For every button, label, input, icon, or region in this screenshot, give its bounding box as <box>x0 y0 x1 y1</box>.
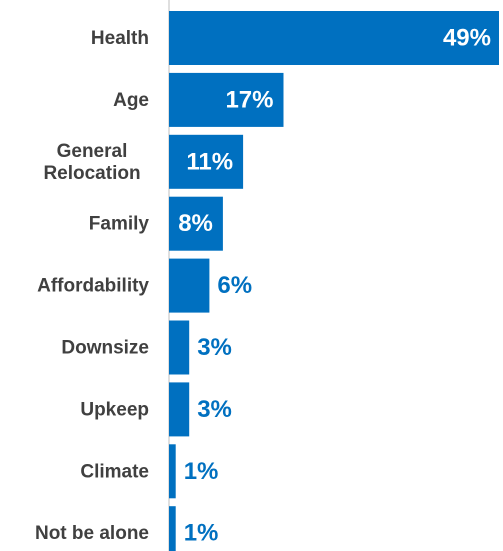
bar <box>169 134 244 189</box>
category-label: General Relocation <box>43 140 140 183</box>
category-label: Family <box>89 213 150 234</box>
bar <box>169 320 190 375</box>
category-label: Climate <box>80 461 149 482</box>
category-labels: Health Age General Relocation Family Affordab… <box>35 28 149 544</box>
value-labels: 49% 17% 11% 8% 6% 3% 3% 1% 1% <box>178 25 491 547</box>
bar <box>169 196 223 251</box>
value-label: 6% <box>217 272 252 299</box>
value-label: 1% <box>184 458 219 485</box>
bar <box>169 72 284 127</box>
category-label: Affordability <box>37 275 149 296</box>
bar <box>169 506 176 551</box>
bar <box>169 444 176 499</box>
bar <box>169 382 190 437</box>
category-label: Health <box>91 28 149 49</box>
category-label: Age <box>113 89 149 110</box>
category-label: Not be alone <box>35 523 149 544</box>
category-label: Upkeep <box>80 399 149 420</box>
category-label: Downsize <box>61 337 149 358</box>
bar <box>169 258 210 313</box>
value-label: 1% <box>184 520 219 547</box>
value-label: 11% <box>186 148 233 175</box>
value-label: 49% <box>443 25 491 52</box>
bars <box>169 11 499 551</box>
value-label: 3% <box>197 334 232 361</box>
bar <box>169 11 499 65</box>
value-label: 17% <box>225 86 273 113</box>
value-label: 8% <box>178 210 213 237</box>
value-label: 3% <box>197 396 232 423</box>
